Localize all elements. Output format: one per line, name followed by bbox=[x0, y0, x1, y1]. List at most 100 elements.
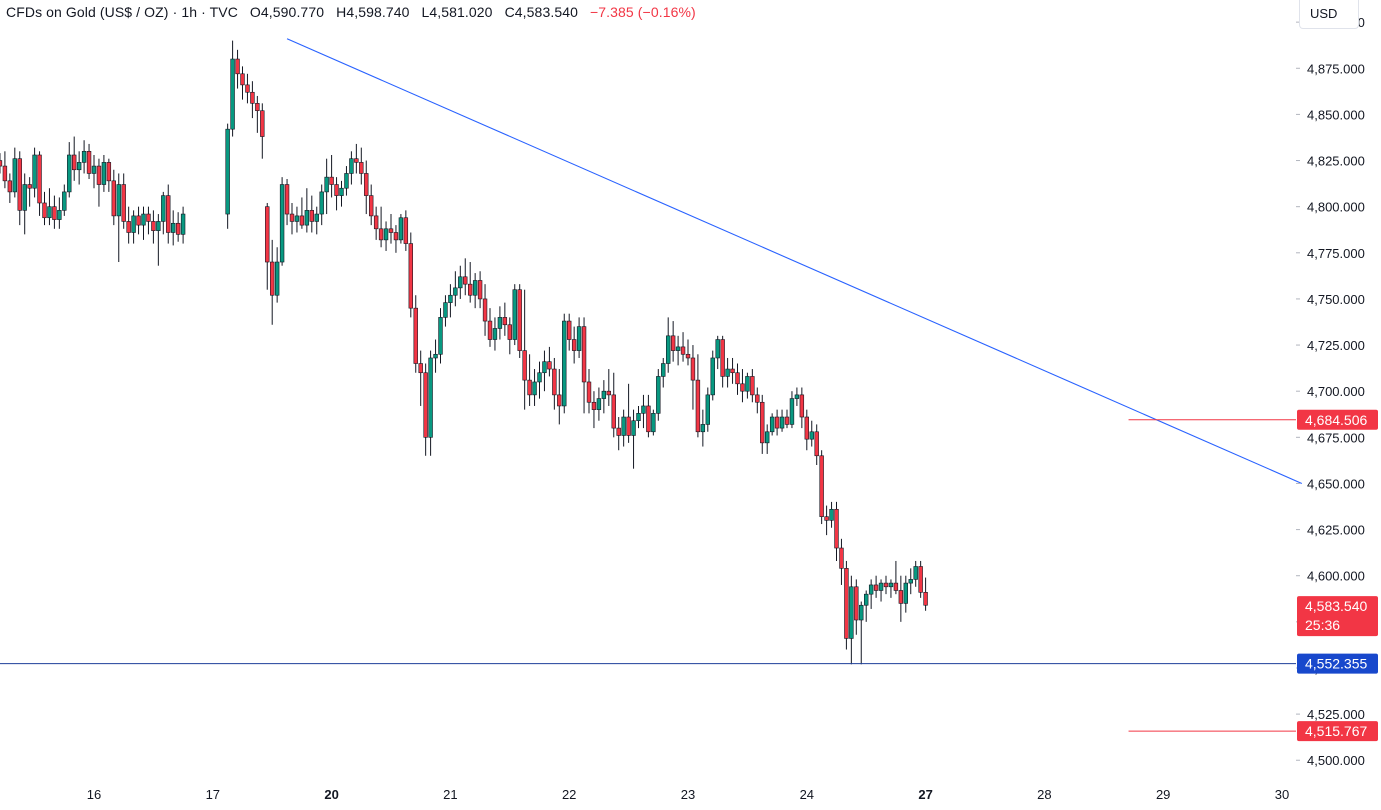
candle-body bbox=[81, 151, 87, 163]
candle bbox=[859, 601, 864, 665]
candle bbox=[408, 232, 413, 318]
candle bbox=[769, 413, 775, 436]
candle bbox=[398, 214, 404, 244]
candle bbox=[477, 271, 483, 309]
candle bbox=[7, 173, 13, 203]
candle-body bbox=[893, 582, 899, 591]
candle bbox=[626, 383, 631, 443]
candle bbox=[225, 123, 230, 229]
candle bbox=[467, 262, 473, 303]
candle bbox=[562, 313, 567, 414]
candle-body bbox=[299, 215, 305, 226]
candle-body bbox=[403, 217, 409, 244]
support-price-tag-background bbox=[1297, 653, 1378, 674]
candle-body bbox=[136, 215, 141, 226]
candle-body bbox=[116, 184, 121, 217]
candle-body bbox=[408, 243, 413, 309]
candle bbox=[497, 306, 503, 340]
candle bbox=[700, 409, 706, 447]
candle bbox=[463, 258, 468, 296]
candle bbox=[171, 210, 176, 246]
candle bbox=[472, 273, 478, 309]
symbol-name[interactable]: CFDs on Gold (US$ / OZ) bbox=[6, 4, 169, 20]
candle-body bbox=[695, 379, 701, 433]
candle-body bbox=[433, 353, 438, 359]
candle-body bbox=[255, 103, 260, 112]
candle bbox=[299, 197, 305, 229]
candle bbox=[878, 579, 884, 602]
candle-body bbox=[680, 346, 686, 355]
candle bbox=[898, 575, 904, 622]
candle-body bbox=[304, 210, 310, 226]
candle-body bbox=[740, 383, 745, 392]
candle-body bbox=[329, 176, 334, 185]
candle bbox=[76, 151, 82, 185]
candle bbox=[774, 409, 780, 436]
candle-body bbox=[443, 302, 448, 318]
candle bbox=[680, 332, 686, 362]
candle bbox=[96, 158, 102, 207]
price-tick-label: 4,800.000 bbox=[1307, 200, 1365, 215]
candle-body bbox=[260, 110, 265, 137]
candle-body bbox=[319, 191, 324, 215]
candle bbox=[240, 66, 245, 100]
candle bbox=[868, 579, 874, 609]
candle-body bbox=[606, 390, 612, 396]
candle bbox=[611, 372, 616, 438]
candle bbox=[814, 424, 819, 465]
candle-body bbox=[829, 508, 834, 521]
last-price-tag-countdown: 25:36 bbox=[1305, 617, 1340, 633]
candle-body bbox=[448, 294, 453, 303]
candle-body bbox=[284, 184, 290, 215]
candle bbox=[576, 317, 582, 358]
candle bbox=[571, 326, 577, 364]
candle bbox=[250, 81, 255, 119]
candle bbox=[131, 210, 136, 244]
candle bbox=[304, 188, 310, 233]
candle-body bbox=[581, 326, 587, 383]
candle bbox=[482, 284, 488, 336]
currency-button[interactable]: USD bbox=[1299, 0, 1359, 29]
time-tick-label: 30 bbox=[1275, 787, 1289, 802]
candle-body bbox=[908, 579, 913, 584]
candle-body bbox=[903, 582, 909, 604]
candle bbox=[675, 335, 681, 366]
candle bbox=[616, 417, 621, 451]
candle-body bbox=[458, 276, 463, 289]
candle bbox=[542, 350, 547, 392]
candle-body bbox=[760, 401, 765, 444]
candle bbox=[557, 369, 562, 425]
candle bbox=[695, 354, 701, 438]
candle bbox=[502, 302, 508, 336]
candle bbox=[804, 409, 810, 451]
close-value: 4,583.540 bbox=[514, 4, 578, 20]
legend-separator: · bbox=[172, 4, 182, 20]
candle-body bbox=[131, 215, 136, 233]
candle-body bbox=[636, 413, 641, 422]
candle-body bbox=[824, 516, 829, 521]
candle-body bbox=[755, 394, 760, 403]
candle bbox=[314, 206, 319, 235]
candle-body bbox=[47, 206, 52, 219]
candle-body bbox=[0, 160, 3, 167]
candle bbox=[863, 590, 869, 622]
candle bbox=[106, 158, 112, 192]
time-tick-label: 23 bbox=[681, 787, 695, 802]
candle-body bbox=[354, 158, 359, 163]
candle bbox=[151, 210, 156, 244]
candle-body bbox=[720, 339, 725, 377]
candle-body bbox=[789, 398, 795, 425]
candle-body bbox=[477, 280, 483, 300]
candle bbox=[364, 160, 369, 215]
candle-body bbox=[27, 184, 32, 189]
candle bbox=[606, 369, 612, 406]
candle bbox=[32, 147, 37, 198]
candle-body bbox=[710, 357, 715, 396]
interval-label[interactable]: 1h bbox=[181, 4, 198, 20]
candle bbox=[487, 308, 493, 347]
candle-body bbox=[7, 180, 13, 193]
time-tick-label: 27 bbox=[918, 787, 932, 802]
candle-body bbox=[388, 228, 394, 233]
